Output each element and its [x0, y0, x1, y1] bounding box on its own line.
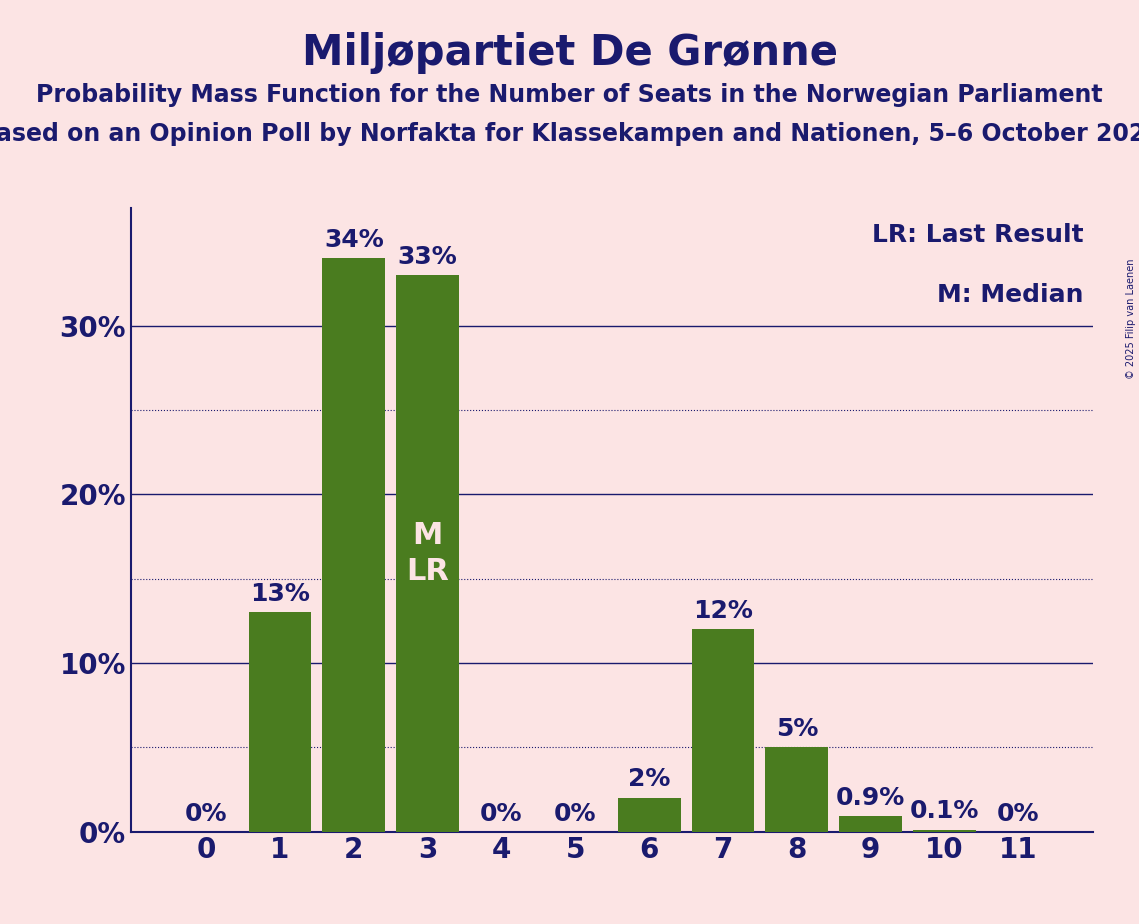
Text: Miljøpartiet De Grønne: Miljøpartiet De Grønne [302, 32, 837, 74]
Bar [322, 259, 385, 832]
Text: 13%: 13% [251, 582, 310, 606]
Text: LR: Last Result: LR: Last Result [872, 224, 1084, 248]
Text: 34%: 34% [323, 227, 384, 251]
Text: © 2025 Filip van Laenen: © 2025 Filip van Laenen [1126, 259, 1136, 379]
Text: 0.1%: 0.1% [910, 799, 980, 823]
Text: 2%: 2% [628, 767, 671, 791]
Text: Based on an Opinion Poll by Norfakta for Klassekampen and Nationen, 5–6 October : Based on an Opinion Poll by Norfakta for… [0, 122, 1139, 146]
Text: Probability Mass Function for the Number of Seats in the Norwegian Parliament: Probability Mass Function for the Number… [36, 83, 1103, 107]
Bar [839, 817, 902, 832]
Text: 12%: 12% [693, 599, 753, 623]
Text: 5%: 5% [776, 717, 818, 740]
Text: 0%: 0% [554, 802, 597, 826]
Text: 0.9%: 0.9% [836, 785, 906, 809]
Bar [617, 798, 680, 832]
Text: M
LR: M LR [407, 521, 449, 586]
Text: 33%: 33% [398, 245, 458, 269]
Bar [396, 275, 459, 832]
Bar [691, 629, 754, 832]
Bar [913, 830, 976, 832]
Bar [248, 613, 311, 832]
Text: 0%: 0% [185, 802, 228, 826]
Bar [765, 748, 828, 832]
Text: 0%: 0% [997, 802, 1040, 826]
Text: 0%: 0% [481, 802, 523, 826]
Text: M: Median: M: Median [937, 283, 1084, 307]
